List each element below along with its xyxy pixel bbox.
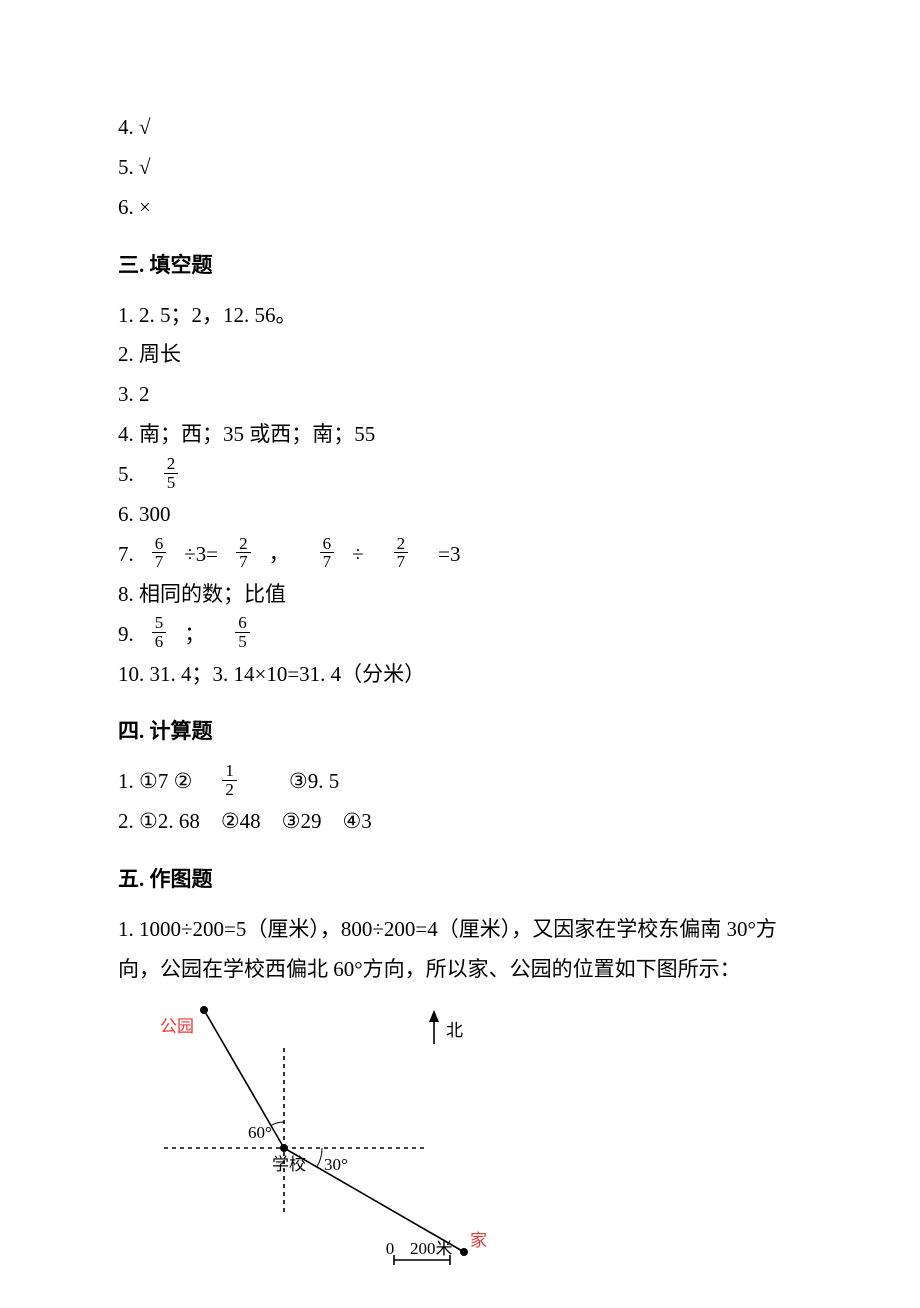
calc-1-frac: 1 2 <box>222 762 237 799</box>
judge-4-text: 4 <box>118 108 129 148</box>
section-4-heading: 四. 计算题 <box>118 712 802 752</box>
fill-9-sep: ； <box>184 615 205 655</box>
svg-text:学校: 学校 <box>272 1155 306 1174</box>
figq-line1: 1. 1000÷200=5（厘米），800÷200=4（厘米），又因家在学校东偏… <box>118 910 802 950</box>
fill-5: 5. 2 5 <box>118 455 802 495</box>
calc-2: 2. ①2. 68 ②48 ③29 ④3 <box>118 802 802 842</box>
fill-7-frac1: 6 7 <box>152 535 167 572</box>
fill-5-frac-num: 2 <box>164 455 179 473</box>
fill-9-frac2: 6 5 <box>235 614 250 651</box>
figq-line2: 向，公园在学校西偏北 60°方向，所以家、公园的位置如下图所示： <box>118 950 802 990</box>
judge-4: 4. √ <box>118 108 802 148</box>
fill-3: 3. 2 <box>118 375 802 415</box>
fill-9: 9. 5 6 ； 6 5 <box>118 615 802 655</box>
judge-4-mark: √ <box>139 108 151 148</box>
fill-1: 1. 2. 5；2，12. 56。 <box>118 296 802 336</box>
fill-9-frac1: 5 6 <box>152 614 167 651</box>
fill-5-frac-den: 5 <box>164 473 179 492</box>
svg-text:北: 北 <box>446 1021 463 1040</box>
fill-7-t2: ÷ <box>352 535 364 575</box>
fill-7-prefix: 7. <box>118 535 134 575</box>
judge-5: 5. √ <box>118 148 802 188</box>
fill-7-frac3: 6 7 <box>320 535 335 572</box>
fill-6: 6. 300 <box>118 495 802 535</box>
fill-4: 4. 南；西；35 或西；南；55 <box>118 415 802 455</box>
fill-5-frac: 2 5 <box>164 455 179 492</box>
judge-6: 6. × <box>118 188 802 228</box>
svg-text:60°: 60° <box>248 1123 272 1142</box>
judge-6-mark: × <box>139 188 151 228</box>
judge-6-text: 6 <box>118 188 129 228</box>
svg-text:公园: 公园 <box>160 1017 194 1036</box>
fill-7-t1: ÷3= <box>184 535 218 575</box>
fill-5-prefix: 5. <box>118 455 134 495</box>
fill-7-comma: ， <box>269 535 290 575</box>
svg-text:0: 0 <box>386 1239 395 1258</box>
fill-7-t3: =3 <box>438 535 460 575</box>
fill-7: 7. 6 7 ÷3= 2 7 ， 6 7 ÷ 2 7 =3 <box>118 535 802 575</box>
judge-5-mark: √ <box>139 148 151 188</box>
svg-text:家: 家 <box>470 1231 487 1250</box>
calc-1-suffix: ③9. 5 <box>289 762 339 802</box>
fill-2: 2. 周长 <box>118 335 802 375</box>
judge-5-text: 5 <box>118 148 129 188</box>
direction-diagram-svg: 公园家 学校60° 30° 北 0 200米 <box>124 998 504 1268</box>
svg-text:30°: 30° <box>324 1155 348 1174</box>
fill-10: 10. 31. 4；3. 14×10=31. 4（分米） <box>118 655 802 695</box>
section-3-heading: 三. 填空题 <box>118 246 802 286</box>
direction-diagram: 公园家 学校60° 30° 北 0 200米 <box>124 998 504 1268</box>
fill-7-frac2: 2 7 <box>236 535 251 572</box>
calc-1: 1. ①7 ② 1 2 ③9. 5 <box>118 762 802 802</box>
fill-8: 8. 相同的数；比值 <box>118 575 802 615</box>
svg-text:200米: 200米 <box>410 1239 453 1258</box>
fill-9-prefix: 9. <box>118 615 134 655</box>
section-5-heading: 五. 作图题 <box>118 860 802 900</box>
calc-1-prefix: 1. ①7 ② <box>118 762 192 802</box>
fill-7-frac4: 2 7 <box>394 535 409 572</box>
